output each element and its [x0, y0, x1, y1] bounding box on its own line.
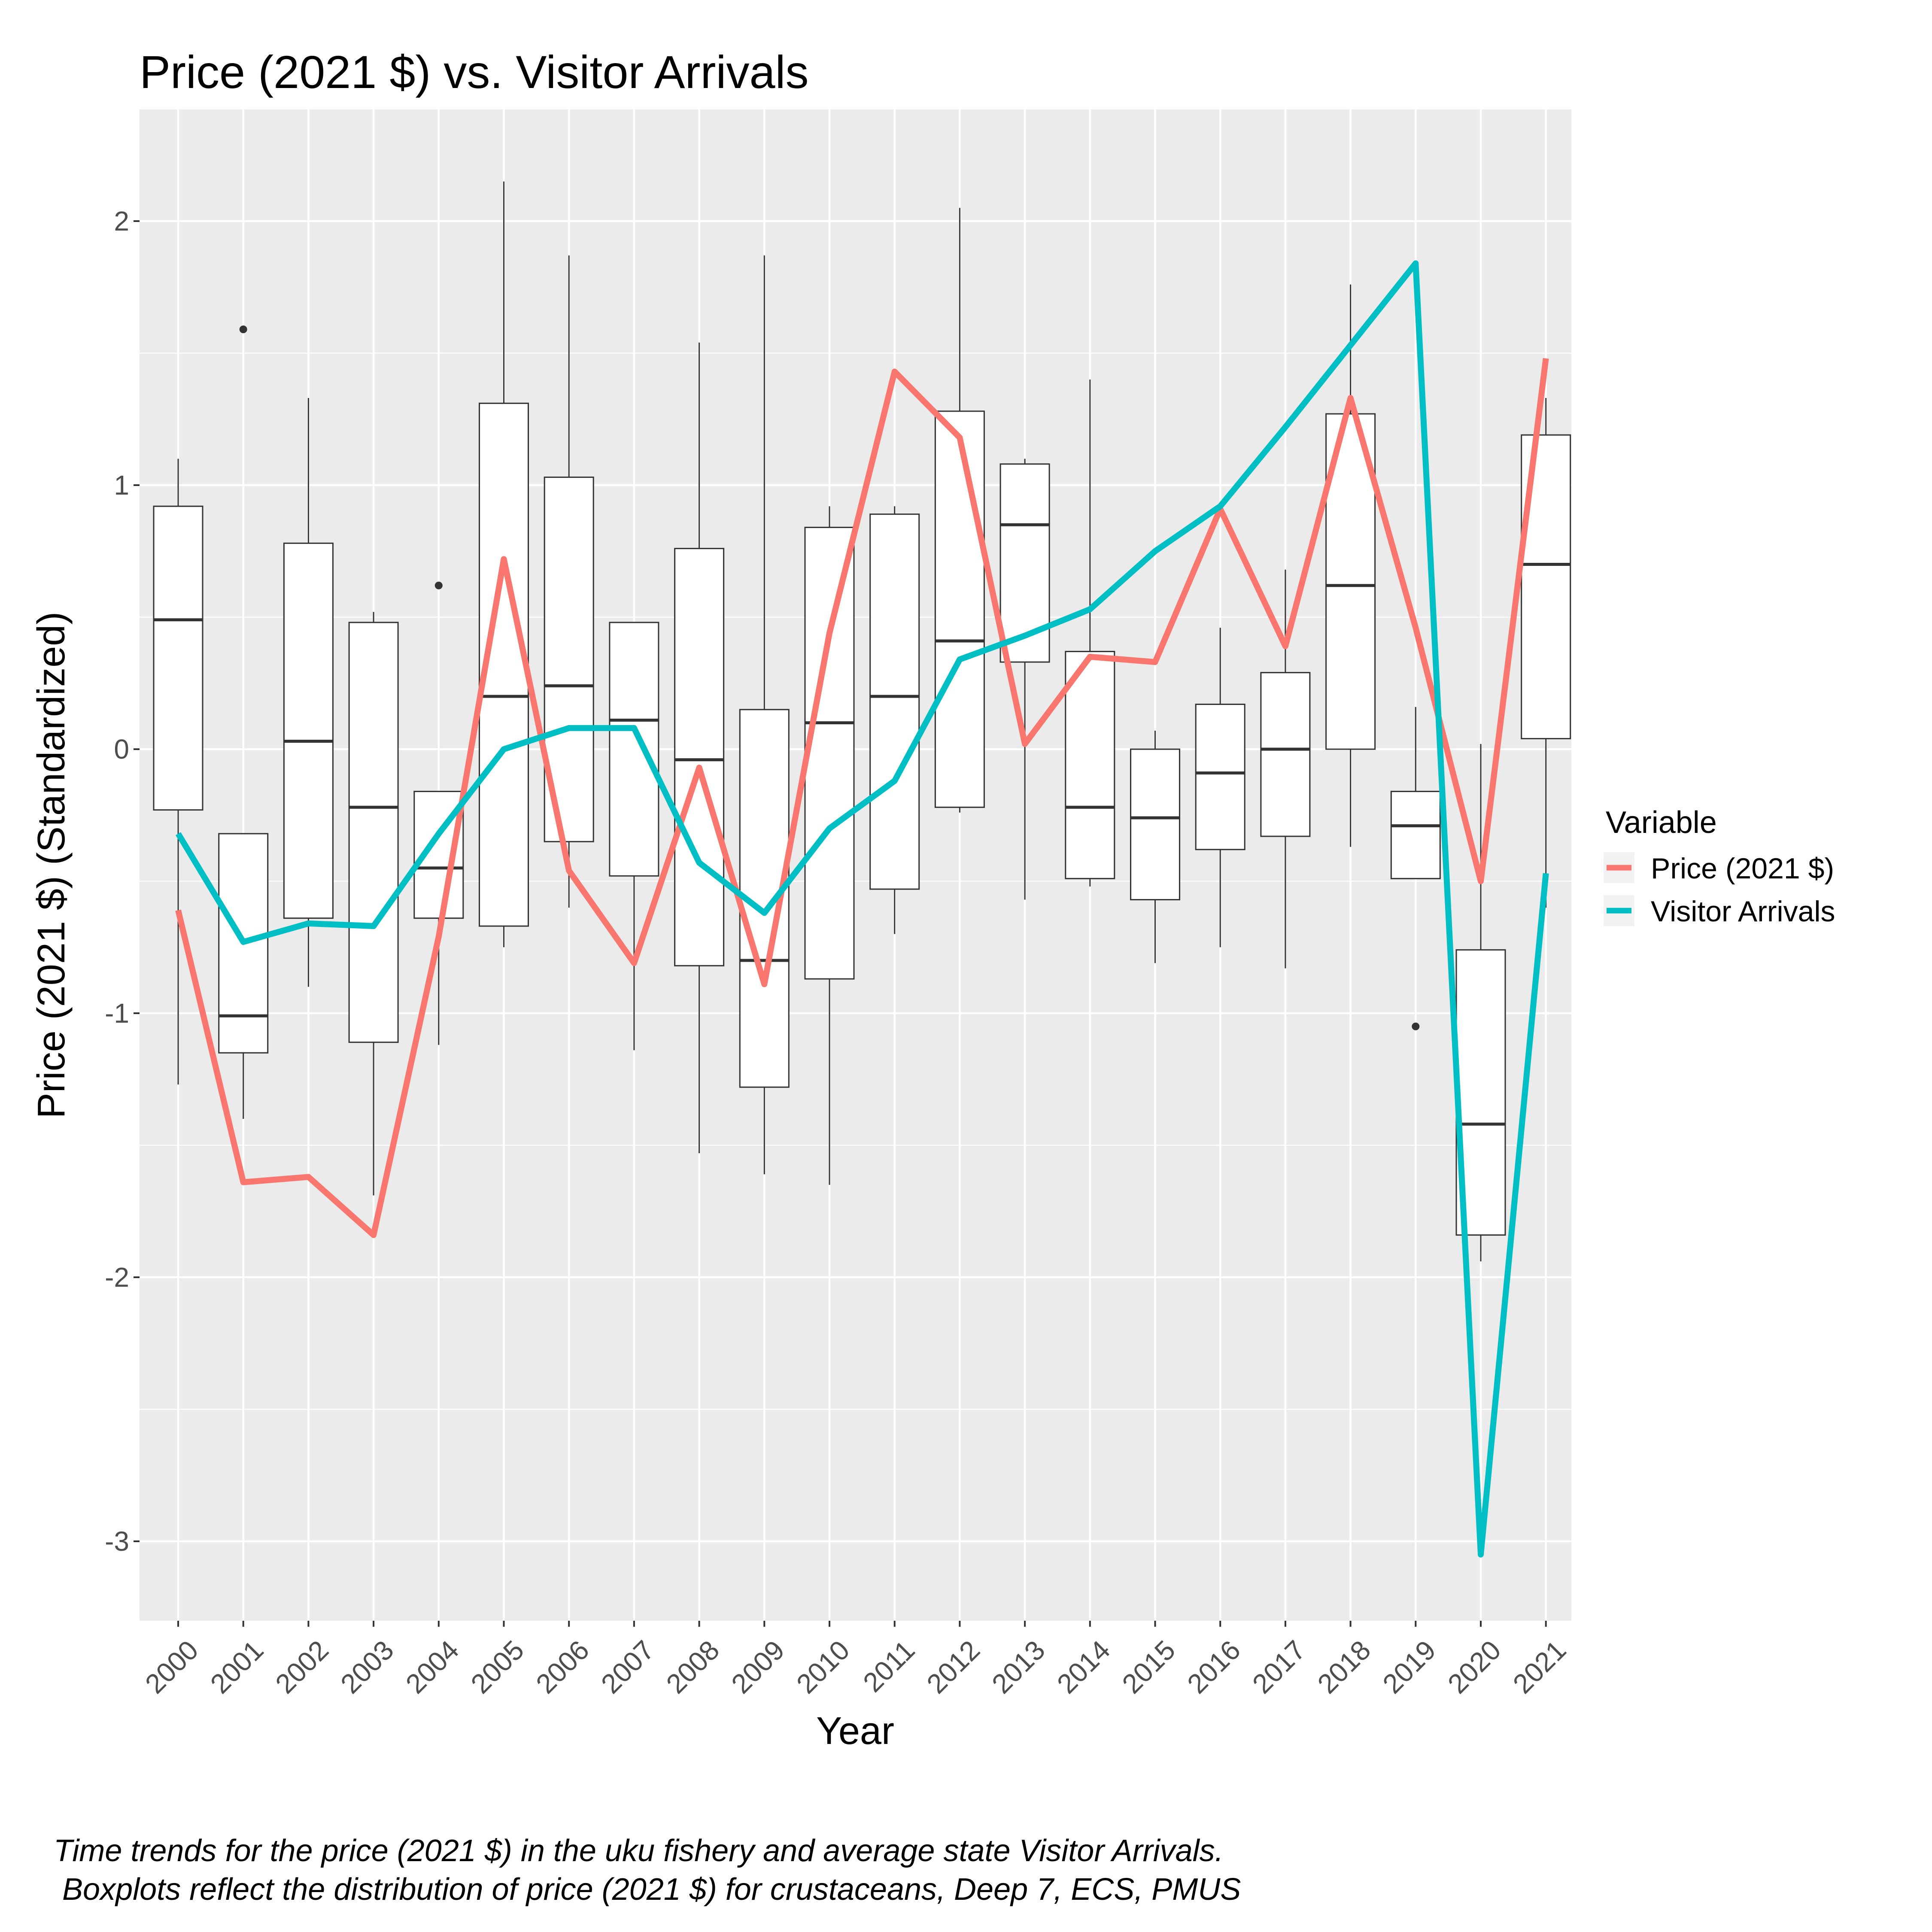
- boxplot-2003: [348, 612, 399, 1196]
- boxplot-2019: [1390, 707, 1441, 1030]
- x-tick-label: 2000: [139, 1634, 204, 1700]
- series-lines: [175, 260, 1549, 1558]
- boxplot-2014: [1065, 380, 1115, 887]
- x-tick-label: 2020: [1442, 1634, 1507, 1700]
- x-tick-label: 2017: [1246, 1634, 1312, 1700]
- boxplot-2010: [804, 506, 855, 1185]
- box-iqr: [1195, 703, 1245, 851]
- y-tick-label: 2: [114, 206, 129, 237]
- y-tick-label: -1: [105, 998, 129, 1029]
- y-axis-title: Price (2021 $) (Standardized): [30, 612, 73, 1119]
- boxplot-2002: [283, 398, 334, 987]
- x-tick-label: 2005: [465, 1634, 530, 1700]
- x-tick-label: 2018: [1312, 1634, 1377, 1700]
- boxplot-2012: [934, 208, 985, 813]
- caption-line-2: Boxplots reflect the distribution of pri…: [54, 1872, 1241, 1907]
- box-iqr: [348, 622, 399, 1043]
- series-line-visitor-arrivals: [176, 260, 1549, 1558]
- series-line-price: [175, 358, 1549, 1238]
- boxplot-2021: [1521, 398, 1571, 908]
- x-tick-label: 2012: [921, 1634, 986, 1700]
- x-tick-label: 2001: [204, 1634, 270, 1700]
- boxplot-2015: [1130, 730, 1180, 963]
- x-tick-label: 2008: [660, 1634, 726, 1700]
- caption-line-1: Time trends for the price (2021 $) in th…: [54, 1834, 1224, 1868]
- x-tick-label: 2011: [857, 1634, 920, 1698]
- legend-title: Variable: [1606, 805, 1717, 840]
- y-axis: -3 -2 -1 0 1 2: [105, 206, 140, 1557]
- boxplot-2007: [609, 622, 659, 1051]
- box-iqr: [869, 513, 920, 890]
- x-tick-label: 2010: [790, 1634, 856, 1700]
- x-tick-label: 2016: [1181, 1634, 1246, 1700]
- outlier-point: [1412, 1022, 1420, 1030]
- x-tick-label: 2014: [1051, 1634, 1116, 1700]
- y-tick-label: -3: [105, 1526, 129, 1557]
- y-tick-label: 0: [114, 734, 129, 765]
- x-axis-title: Year: [816, 1710, 894, 1753]
- x-tick-label: 2006: [530, 1634, 595, 1700]
- outlier-point: [434, 581, 443, 589]
- boxplot-2016: [1195, 628, 1245, 948]
- legend-label-price: Price (2021 $): [1651, 852, 1834, 885]
- x-tick-label: 2021: [1507, 1634, 1572, 1700]
- legend: Variable Price (2021 $) Visitor Arrivals: [1604, 805, 1835, 928]
- outlier-point: [239, 325, 247, 334]
- box-iqr: [804, 526, 855, 980]
- boxplot-2000: [153, 459, 204, 1085]
- chart-title: Price (2021 $) vs. Visitor Arrivals: [140, 46, 809, 98]
- box-iqr: [1390, 790, 1441, 879]
- boxplot-2008: [674, 342, 725, 1153]
- box-iqr: [999, 463, 1050, 663]
- x-tick-label: 2007: [595, 1634, 660, 1700]
- x-tick-label: 2002: [270, 1634, 335, 1700]
- y-tick-label: 1: [114, 470, 129, 501]
- box-iqr: [1130, 748, 1180, 901]
- box-iqr: [283, 542, 334, 919]
- x-tick-label: 2019: [1376, 1634, 1442, 1700]
- legend-label-visitors: Visitor Arrivals: [1651, 895, 1835, 928]
- boxplot-2011: [869, 506, 920, 934]
- boxplots: [153, 181, 1571, 1262]
- box-iqr: [934, 410, 985, 808]
- x-tick-label: 2003: [334, 1634, 400, 1700]
- x-tick-label: 2009: [725, 1634, 790, 1700]
- y-tick-label: -2: [105, 1262, 129, 1293]
- box-iqr: [609, 622, 659, 877]
- x-axis: 2000 2001 2002 2003 2004 2005 2006 2007 2008 2009…: [139, 1621, 1572, 1699]
- x-tick-label: 2015: [1116, 1634, 1182, 1700]
- box-iqr: [674, 548, 725, 966]
- box-iqr: [1260, 672, 1311, 837]
- box-iqr: [1065, 650, 1115, 879]
- x-tick-label: 2013: [986, 1634, 1051, 1700]
- box-iqr: [153, 505, 204, 811]
- boxplot-2017: [1260, 569, 1311, 969]
- x-tick-label: 2004: [400, 1634, 465, 1700]
